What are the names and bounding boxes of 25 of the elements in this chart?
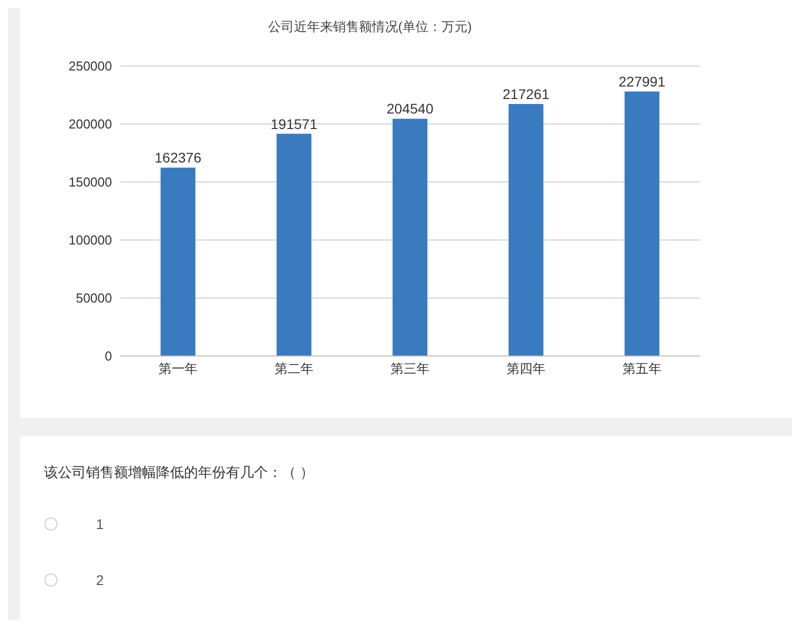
chart-title: 公司近年来销售额情况(单位：万元) xyxy=(267,18,473,36)
data-label: 204540 xyxy=(386,100,434,117)
bar xyxy=(392,118,428,356)
x-tick-label: 第一年 xyxy=(158,361,198,376)
text: 该公司销售额增幅降低的年份有几个：（ ） xyxy=(44,464,314,482)
x-tick-label: 第三年 xyxy=(390,361,430,376)
bar xyxy=(508,104,544,356)
bar xyxy=(160,168,196,356)
y-tick-label: 250000 xyxy=(68,58,112,74)
y-tick-label: 200000 xyxy=(68,116,112,132)
bar xyxy=(276,134,312,356)
y-tick-label: 150000 xyxy=(68,174,112,190)
x-tick-label: 第二年 xyxy=(274,361,314,376)
y-tick-label: 100000 xyxy=(68,232,112,248)
data-label: 227991 xyxy=(618,74,666,90)
y-tick-label: 0 xyxy=(104,348,112,364)
data-label: 191571 xyxy=(270,116,318,132)
y-tick-label: 50000 xyxy=(76,290,112,306)
x-tick-label: 第五年 xyxy=(622,361,662,376)
bar xyxy=(624,92,660,356)
data-label: 162376 xyxy=(154,150,202,166)
text: 1 xyxy=(96,516,104,532)
data-label: 217261 xyxy=(502,86,550,102)
text: 2 xyxy=(96,572,104,588)
x-tick-label: 第四年 xyxy=(506,361,546,376)
